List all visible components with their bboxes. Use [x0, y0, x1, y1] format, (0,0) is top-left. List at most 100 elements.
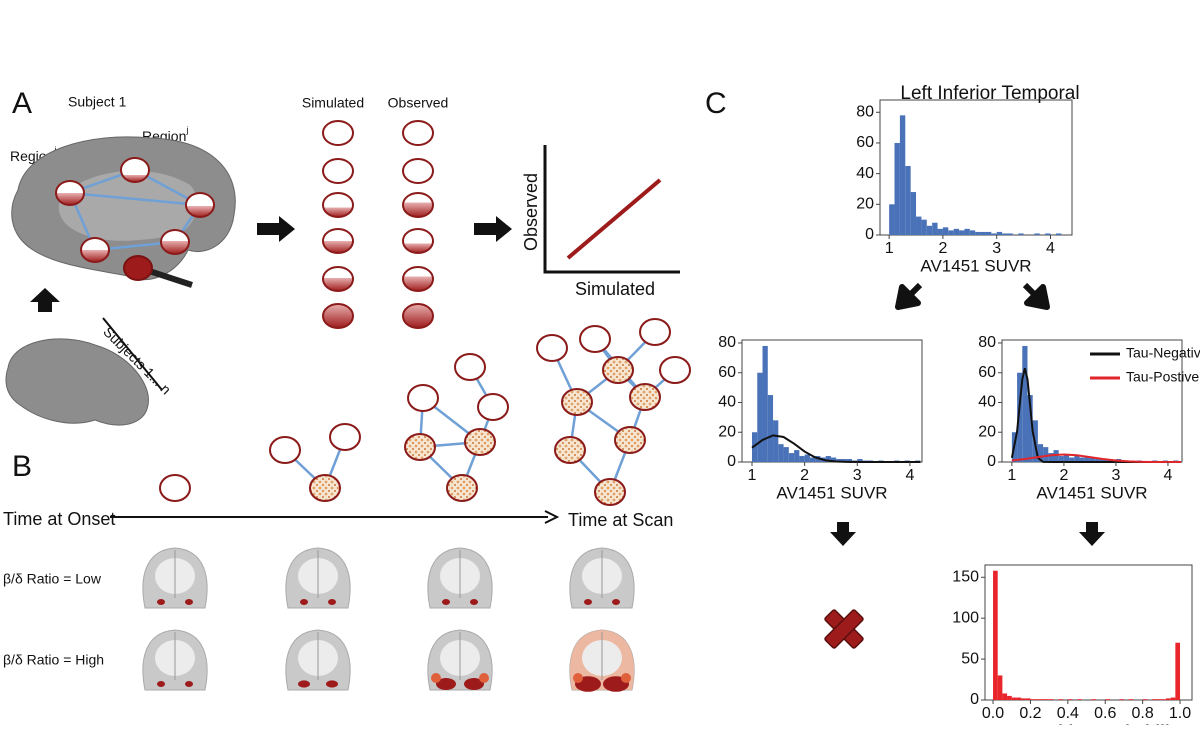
node	[402, 192, 434, 218]
bar	[916, 216, 922, 235]
x-tick-label: 2	[800, 467, 809, 484]
bar	[1002, 693, 1008, 700]
arrow	[1022, 282, 1050, 310]
uptake	[157, 681, 165, 687]
x-tick-label: 1	[885, 240, 894, 257]
uptake	[442, 599, 450, 605]
bar	[1077, 699, 1082, 700]
bar	[910, 192, 917, 235]
y-tick-label: 20	[718, 423, 736, 440]
subject-label: Subject 1	[68, 94, 127, 110]
panel-label: C	[705, 87, 727, 120]
x-tick-label: 3	[1111, 467, 1120, 484]
fit-line	[1011, 453, 1181, 463]
divider	[102, 317, 163, 391]
uptake	[479, 673, 489, 683]
node	[402, 158, 434, 184]
uptake	[436, 678, 456, 690]
y-tick-label: 0	[865, 226, 874, 243]
arrowhead	[544, 510, 560, 524]
bar	[937, 228, 943, 235]
bar	[1058, 699, 1064, 700]
bar	[1074, 456, 1080, 462]
brain-inner	[58, 170, 198, 241]
bar	[841, 459, 847, 462]
bar	[1142, 699, 1148, 700]
bar	[1091, 699, 1096, 700]
node	[402, 120, 434, 146]
x-tick-label: 1	[1007, 467, 1016, 484]
y-tick-label: 40	[718, 394, 736, 411]
node	[322, 192, 354, 218]
y-tick-label: 40	[856, 165, 874, 182]
bar	[1053, 450, 1059, 462]
bar	[1067, 699, 1073, 700]
bar	[997, 675, 1003, 700]
bar	[1175, 642, 1181, 700]
y-tick-label: 0	[987, 453, 996, 470]
bar	[825, 456, 831, 462]
bar	[836, 459, 842, 462]
bar	[953, 228, 960, 235]
uptake	[584, 599, 592, 605]
bar	[1166, 698, 1171, 700]
bar	[985, 231, 992, 235]
x-axis-label: AV1451 SUVR	[920, 256, 1031, 275]
node	[322, 303, 354, 329]
uptake	[328, 599, 336, 605]
bar	[783, 447, 789, 462]
ratio-label: β/δ Ratio = Low	[3, 571, 102, 587]
fit-line	[751, 434, 921, 463]
bar	[1011, 697, 1017, 700]
bar	[1025, 698, 1031, 700]
x-tick-label: 4	[1164, 467, 1173, 484]
node	[322, 120, 354, 146]
node	[269, 436, 301, 464]
bar	[1079, 457, 1085, 462]
x-tick-label: 0.4	[1057, 705, 1079, 722]
bar	[1045, 233, 1051, 235]
x-tick-label: 0.2	[1019, 705, 1041, 722]
node-active	[614, 426, 646, 454]
y-tick-label: 20	[856, 196, 874, 213]
bar	[1034, 233, 1040, 235]
arrow	[895, 282, 923, 310]
timeline-label: Time at Onset	[3, 509, 115, 529]
x-tick-label: 3	[992, 240, 1001, 257]
bar	[964, 228, 970, 235]
region-sup: j	[185, 125, 188, 135]
bar	[942, 227, 949, 235]
bar	[1119, 699, 1124, 700]
bar	[1037, 444, 1044, 462]
y-tick-label: 150	[952, 568, 979, 585]
y-tick-label: 80	[856, 103, 874, 120]
y-tick-label: 100	[952, 609, 979, 626]
x-axis-label: Tau-Positive Probability	[992, 721, 1185, 725]
y-tick-label: 60	[856, 134, 874, 151]
node	[402, 228, 434, 254]
x-tick-label: 4	[1046, 240, 1055, 257]
x-tick-label: 3	[853, 467, 862, 484]
bar	[778, 444, 784, 462]
uptake	[185, 599, 193, 605]
bar	[1017, 372, 1023, 462]
bar	[1151, 699, 1157, 700]
bar	[857, 459, 863, 462]
x-tick-label: 2	[938, 240, 947, 257]
x-axis-label: AV1451 SUVR	[1036, 483, 1147, 502]
bar	[1039, 699, 1045, 700]
node-active	[446, 474, 478, 502]
bar	[1105, 699, 1110, 700]
bar	[993, 570, 998, 700]
bar	[991, 233, 997, 235]
node	[55, 180, 85, 206]
y-tick-label: 0	[727, 453, 736, 470]
node-active	[309, 474, 341, 502]
bar	[788, 453, 795, 462]
bar	[1100, 459, 1106, 462]
bar	[767, 395, 774, 462]
bar	[1161, 699, 1167, 700]
node-active	[594, 478, 626, 506]
bar	[926, 225, 933, 235]
